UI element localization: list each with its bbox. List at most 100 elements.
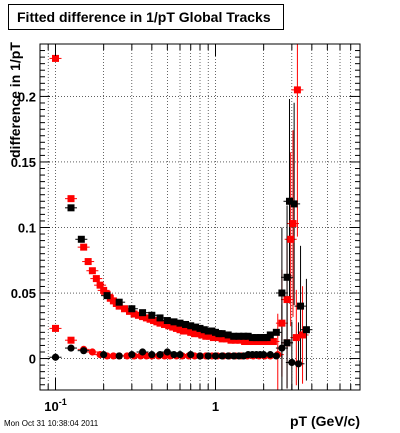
data-point bbox=[115, 298, 123, 306]
data-point bbox=[287, 235, 295, 243]
data-point bbox=[77, 235, 85, 243]
data-point bbox=[183, 327, 191, 335]
data-point bbox=[100, 286, 108, 294]
data-point bbox=[163, 348, 171, 356]
data-point bbox=[139, 309, 147, 317]
data-point bbox=[292, 334, 300, 342]
data-point bbox=[245, 338, 253, 346]
x-axis-label: pT (GeV/c) bbox=[289, 413, 360, 429]
data-point bbox=[169, 323, 177, 331]
data-point bbox=[134, 311, 142, 319]
data-point bbox=[67, 344, 75, 352]
data-point bbox=[259, 338, 267, 346]
data-point bbox=[204, 327, 212, 335]
data-point bbox=[138, 348, 147, 356]
data-point bbox=[204, 352, 212, 360]
y-tick-label: 0.1 bbox=[18, 220, 36, 235]
data-point bbox=[224, 331, 232, 339]
data-point bbox=[240, 332, 248, 340]
data-point bbox=[241, 338, 249, 346]
data-point bbox=[200, 326, 208, 334]
y-tick-label: 0.05 bbox=[11, 286, 36, 301]
data-point bbox=[156, 351, 164, 359]
data-point bbox=[236, 336, 244, 344]
data-point bbox=[115, 352, 123, 360]
data-point bbox=[231, 336, 239, 344]
data-point bbox=[187, 351, 195, 359]
data-point bbox=[278, 289, 286, 297]
data-point bbox=[260, 351, 268, 359]
data-point bbox=[256, 334, 264, 342]
data-point bbox=[115, 302, 123, 310]
data-point bbox=[88, 348, 96, 356]
data-point bbox=[182, 320, 190, 328]
data-point bbox=[266, 331, 274, 339]
data-point bbox=[283, 273, 291, 281]
data-point bbox=[92, 275, 100, 283]
data-point bbox=[121, 305, 129, 313]
data-point bbox=[288, 358, 296, 367]
data-point bbox=[283, 296, 291, 304]
data-point bbox=[294, 360, 303, 368]
data-point bbox=[285, 197, 293, 205]
data-point bbox=[103, 292, 111, 300]
data-point bbox=[289, 220, 297, 228]
data-point bbox=[51, 353, 60, 361]
data-point bbox=[272, 328, 280, 336]
data-point bbox=[88, 267, 96, 275]
data-point bbox=[128, 351, 136, 359]
data-point bbox=[264, 338, 272, 346]
data-point bbox=[248, 334, 256, 342]
data-markers bbox=[51, 54, 310, 368]
y-axis-label: difference in 1/pT bbox=[7, 42, 23, 158]
x-tick-label-exponent: -1 bbox=[59, 397, 67, 407]
data-point bbox=[67, 204, 75, 212]
data-point bbox=[208, 327, 216, 335]
data-point bbox=[187, 322, 195, 330]
data-point bbox=[130, 310, 138, 318]
data-point bbox=[165, 322, 173, 330]
data-point bbox=[170, 351, 178, 359]
data-point bbox=[170, 318, 178, 326]
data-point bbox=[250, 338, 258, 346]
y-tick-label: 0.2 bbox=[18, 89, 36, 104]
data-point bbox=[218, 330, 226, 338]
data-point bbox=[156, 319, 164, 327]
data-point bbox=[196, 324, 204, 332]
data-point bbox=[283, 339, 291, 347]
axis-ticks bbox=[39, 43, 361, 390]
timestamp-label: Mon Oct 31 10:38:04 2011 bbox=[4, 419, 99, 428]
data-point bbox=[209, 334, 217, 342]
data-point bbox=[302, 326, 310, 334]
data-point bbox=[224, 352, 232, 360]
data-point bbox=[142, 314, 150, 322]
y-tick-label: 0.15 bbox=[11, 155, 36, 170]
data-point bbox=[218, 352, 226, 360]
data-point bbox=[80, 347, 88, 355]
data-point bbox=[100, 351, 108, 359]
chart-title: Fitted difference in 1/pT Global Tracks bbox=[8, 4, 284, 30]
data-point bbox=[269, 338, 277, 346]
data-point bbox=[52, 54, 60, 62]
data-point bbox=[187, 328, 195, 336]
data-point bbox=[156, 314, 164, 322]
data-point bbox=[272, 352, 280, 360]
data-point bbox=[214, 334, 222, 342]
data-point bbox=[84, 258, 92, 266]
data-point bbox=[297, 302, 305, 310]
data-point bbox=[148, 351, 156, 359]
data-point bbox=[192, 323, 200, 331]
data-point bbox=[218, 335, 226, 343]
x-tick-label-base: 10 bbox=[44, 399, 58, 414]
data-point bbox=[109, 352, 117, 360]
data-point bbox=[299, 331, 307, 339]
data-point bbox=[244, 332, 252, 340]
data-point bbox=[211, 352, 220, 360]
data-point bbox=[176, 319, 184, 327]
data-point bbox=[227, 336, 235, 344]
axis-tick-labels: 0 0.05 0.1 0.15 0.2 10-1 1 bbox=[11, 89, 219, 414]
data-point bbox=[148, 311, 156, 319]
data-point bbox=[290, 200, 298, 208]
data-point bbox=[176, 351, 184, 359]
